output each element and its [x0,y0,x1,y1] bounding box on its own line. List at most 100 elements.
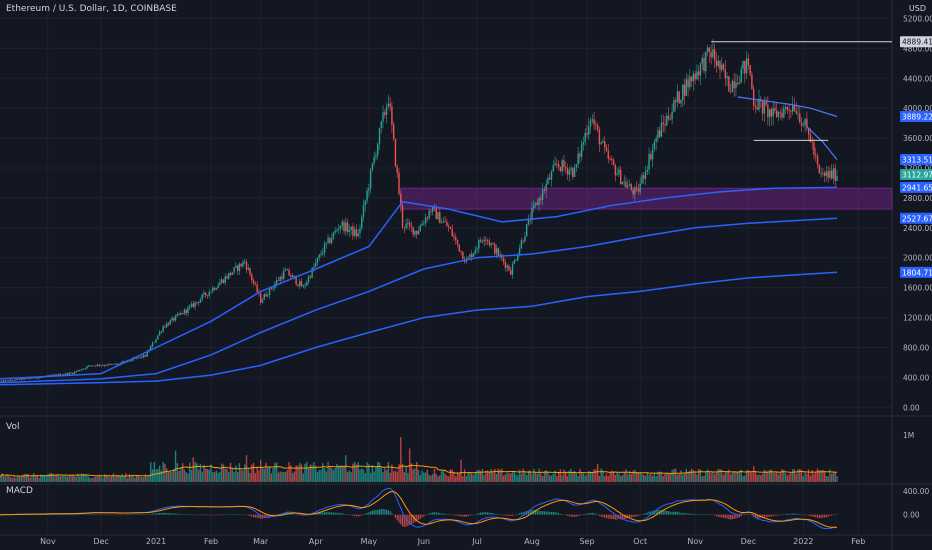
volume-bar [698,469,700,482]
volume-bar [401,463,404,482]
macd-histogram-bar [153,513,155,515]
candle-body [263,294,265,300]
candle-body [394,139,397,167]
volume-bar [465,476,468,482]
volume-bar [297,465,299,482]
candle-body [698,71,700,76]
candle-body [664,124,666,126]
macd-histogram-bar [72,514,74,516]
volume-bar [73,476,76,482]
volume-bar [291,473,294,482]
candle-body [183,309,186,315]
macd-histogram-bar [800,514,803,516]
macd-histogram-bar [692,513,694,515]
volume-bar [251,464,253,482]
candle-body [398,172,400,194]
candle-body [728,76,730,92]
candle-body [348,229,351,232]
candle-body [765,101,767,105]
volume-bar [77,473,79,482]
candle-body [236,265,239,271]
macd-histogram-bar [189,514,191,516]
macd-histogram-bar [552,511,554,515]
price-tick-label: 800.00 [903,343,929,352]
macd-histogram-bar [822,514,824,518]
macd-histogram-bar [492,513,494,515]
macd-histogram-bar [128,514,131,516]
volume-bar [604,476,606,482]
volume-bar [38,477,40,482]
macd-histogram-bar [783,514,785,515]
price-label-box [900,154,932,166]
candle-body [547,177,549,184]
macd-histogram-bar [323,512,326,515]
candle-body [121,361,124,363]
candle-body [279,276,281,281]
volume-bar [735,471,737,482]
volume-bar [637,471,640,482]
macd-histogram-bar [107,514,109,516]
macd-histogram-bar [89,514,92,515]
macd-histogram-bar [385,509,388,515]
macd-histogram-bar [469,514,471,516]
macd-tick-label: 400.00 [903,487,929,496]
macd-histogram-bar [380,508,382,515]
volume-bar [416,462,418,482]
macd-histogram-bar [481,512,483,515]
candle-body [474,250,476,254]
macd-histogram-bar [135,514,138,515]
volume-bar [517,475,519,482]
macd-histogram-bar [726,514,728,519]
macd-histogram-bar [589,512,592,515]
macd-histogram-bar [586,513,588,515]
volume-bar [265,462,267,482]
volume-bar [247,469,249,482]
volume-bar [754,471,757,482]
volume-bar [653,472,656,482]
macd-histogram-bar [185,514,187,516]
macd-histogram-bar [174,513,177,515]
volume-bar [102,477,104,482]
candle-body [618,169,620,175]
macd-histogram-bar [520,512,522,515]
macd-histogram-bar [444,513,446,515]
volume-bar [63,475,65,482]
candle-body [586,132,588,135]
macd-histogram-bar [689,513,691,515]
price-label-box [900,169,932,181]
macd-histogram-bar [297,514,299,516]
price-label: 3313.51 [902,156,932,165]
candle-body [75,371,77,373]
macd-histogram-bar [327,511,329,515]
macd-histogram-bar [50,514,53,516]
volume-bar [804,472,806,482]
candle-body [366,190,368,201]
candle-body [208,291,210,296]
time-tick-label: Oct [633,537,647,546]
candle-body [442,221,445,223]
macd-histogram-bar [146,514,148,515]
macd-histogram-bar [430,513,432,515]
volume-bar [236,472,239,482]
candle-body [82,368,85,370]
macd-histogram-bar [329,512,331,515]
volume-bar [728,469,730,482]
candle-body [414,230,416,235]
macd-histogram-bar [96,514,99,515]
macd-histogram-bar [203,514,205,516]
volume-bar [669,473,672,482]
macd-histogram-bar [832,514,835,516]
candle-body [64,373,67,375]
volume-bar [134,477,136,482]
volume-bar [476,470,478,482]
volume-bar [472,475,475,482]
volume-bar [385,470,388,482]
macd-histogram-bar [662,510,664,515]
macd-histogram-bar [229,514,232,516]
candle-body [655,138,657,143]
macd-histogram-bar [490,512,492,515]
volume-bar [369,472,372,482]
macd-histogram-bar [208,514,210,516]
volume-bar [80,473,83,482]
